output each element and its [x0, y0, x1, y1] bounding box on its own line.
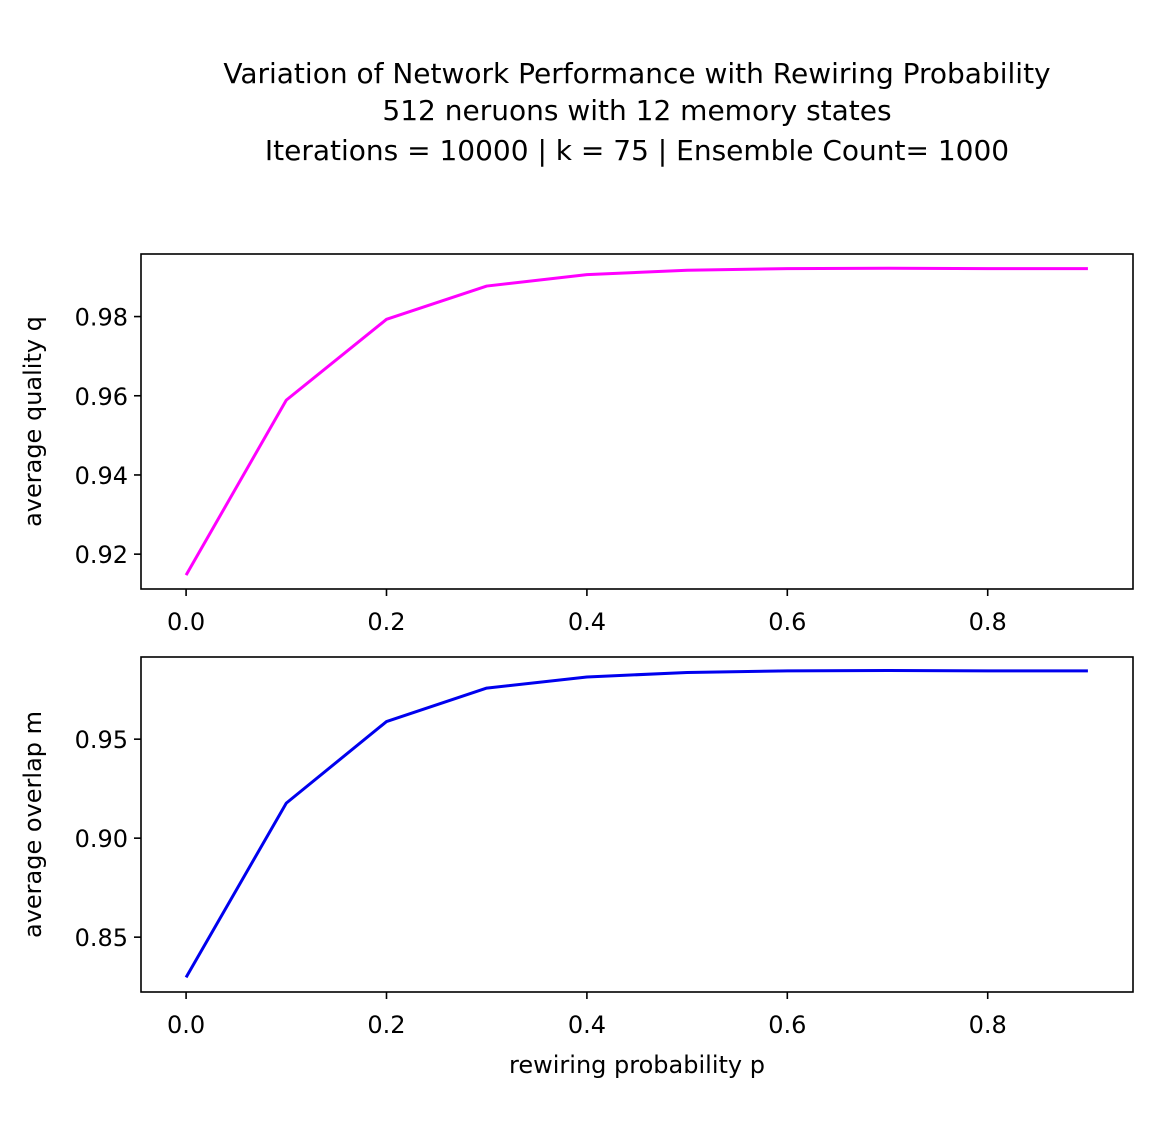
chart-title-line-1: Variation of Network Performance with Re…	[223, 57, 1050, 90]
y-axis-label: average quality q	[19, 316, 47, 527]
y-tick-label: 0.94	[75, 462, 128, 490]
x-tick-label: 0.2	[367, 1011, 405, 1039]
y-tick-label: 0.98	[75, 304, 128, 332]
series-line-0-0	[184, 266, 1088, 576]
y-axis-label: average overlap m	[19, 711, 47, 938]
x-tick-label: 0.6	[768, 1011, 806, 1039]
chart-title-line-3: Iterations = 10000 | k = 75 | Ensemble C…	[265, 134, 1009, 167]
x-tick-label: 0.8	[969, 1011, 1007, 1039]
y-tick-label: 0.90	[75, 825, 128, 853]
x-tick-label: 0.0	[167, 608, 205, 636]
x-tick-label: 0.8	[969, 608, 1007, 636]
y-tick-label: 0.96	[75, 383, 128, 411]
x-tick-label: 0.2	[367, 608, 405, 636]
axes-frame-1	[140, 656, 1134, 993]
axes-frame-0	[140, 253, 1134, 590]
x-tick-label: 0.4	[568, 1011, 606, 1039]
x-axis-label: rewiring probability p	[509, 1051, 765, 1079]
y-tick-label: 0.95	[75, 726, 128, 754]
series-line-1-0	[184, 668, 1088, 979]
subplot-overlap: 0.0 0.2 0.4 0.6 0.8 0.85 0.90 0.95 average overl…	[19, 656, 1134, 1079]
y-tick-label: 0.92	[75, 541, 128, 569]
y-tick-label: 0.85	[75, 924, 128, 952]
x-tick-label: 0.0	[167, 1011, 205, 1039]
x-tick-label: 0.4	[568, 608, 606, 636]
subplot-quality: 0.0 0.2 0.4 0.6 0.8 0.92 0.94 0.96 0.98 average q…	[19, 253, 1134, 636]
x-tick-label: 0.6	[768, 608, 806, 636]
chart-title-line-2: 512 neruons with 12 memory states	[382, 94, 891, 127]
